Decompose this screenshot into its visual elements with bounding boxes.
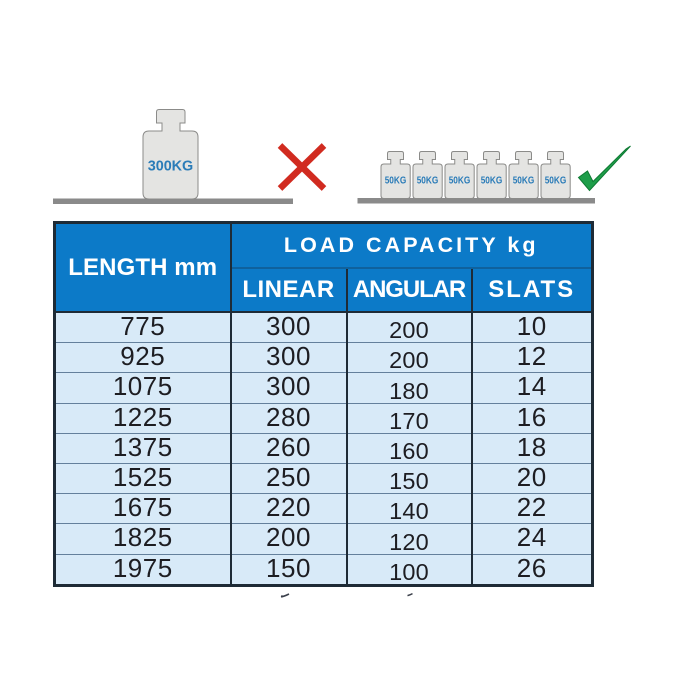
svg-text:50KG: 50KG [417, 175, 439, 187]
svg-text:50KG: 50KG [481, 175, 503, 187]
svg-text:50KG: 50KG [385, 175, 407, 187]
svg-text:50KG: 50KG [513, 175, 535, 187]
svg-text:50KG: 50KG [449, 175, 471, 187]
svg-text:300KG: 300KG [148, 159, 194, 175]
svg-text:50KG: 50KG [545, 175, 567, 187]
